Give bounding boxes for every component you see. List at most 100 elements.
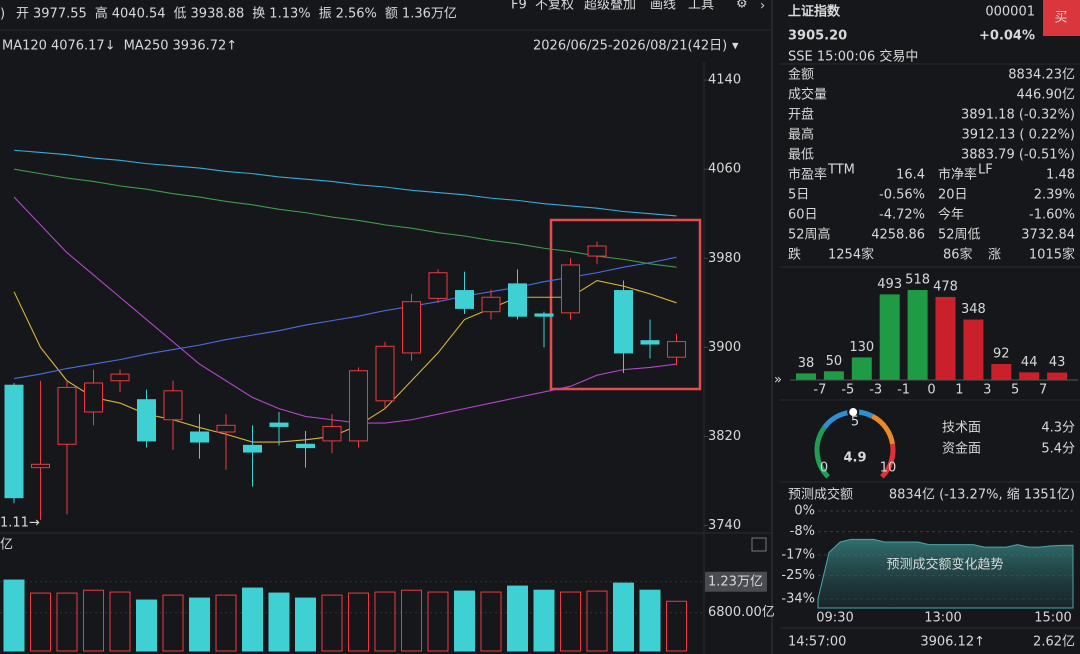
bar-value: 38 [798,356,815,371]
row-value: 3912.13 ( 0.22%) [962,128,1075,143]
candle-body [84,382,103,413]
tick-label-box [705,571,767,592]
distribution-bar [851,357,872,380]
volume-bar [613,582,634,652]
volume-bar [507,585,528,652]
expand-icon[interactable]: » [774,373,782,388]
bar-value: 50 [826,354,843,369]
row-label-sup: TTM [827,163,855,178]
candle-body [587,245,607,257]
bar-value: 43 [1049,355,1066,370]
volume-bar [215,594,237,652]
volume-bar [162,594,184,652]
range-dropdown[interactable]: ▾ [732,39,739,54]
volume-bar [30,592,51,652]
candle-body [561,264,580,314]
gauge-needle [847,406,860,419]
distribution-bar [907,290,928,380]
candle-body [428,272,448,299]
bar-value: 493 [877,277,902,292]
buy-button[interactable] [1043,0,1080,36]
y-tick-label: 3820 [708,429,741,444]
gauge-max: 10 [880,461,897,476]
y-tick-label: 4140 [708,73,741,88]
edge-label: 1 [955,383,963,398]
quote-label: 开 [16,7,29,22]
breadth-label: 跌 [788,247,801,263]
distribution-bar [823,371,844,380]
candle-body [4,384,24,499]
nav-arrow[interactable]: › [760,0,765,14]
quote-label: 高 [95,6,108,22]
volume-bar [321,594,343,652]
bar-value: 44 [1021,355,1038,370]
row-value: 1.48 [1046,168,1075,183]
row-label: 开盘 [788,107,814,123]
index-code: 000001 [985,5,1035,20]
row-label: 市净率 [938,167,977,183]
quote-label: 额 [385,7,398,22]
forecast-label: 预测成交额 [788,487,853,503]
index-name: 上证指数 [788,4,841,20]
low-marker: 1.11→ [0,516,40,531]
menu-item[interactable]: F9 [511,0,527,13]
candle-body [269,422,289,427]
score-label: 资金面 [942,441,981,457]
edge-label: 7 [1039,383,1047,398]
row-label: 市盈率 [788,167,827,183]
candle-body [163,390,183,421]
candle-body [349,370,368,442]
candle-body [455,290,474,309]
volume-unit: 亿 [0,538,13,553]
breadth-value: 1015家 [1029,247,1075,263]
row-value: -1.60% [1029,208,1075,223]
volume-bar [56,592,78,652]
quote-value: 1.13% [269,7,310,22]
menu-item[interactable]: 超级叠加 [584,0,636,13]
distribution-bar [963,319,984,380]
menu-item[interactable]: 工具 [688,0,714,13]
menu-item[interactable]: 画线 [650,0,676,13]
volume-bar [560,591,581,652]
ma-name: MA120 [2,39,47,54]
quote-value: 3938.88 [191,7,245,22]
candle-body [667,341,686,358]
row-label: 52周低 [938,228,981,243]
y-tick-label: 4060 [708,162,741,177]
menu-item[interactable]: 不复权 [535,0,574,13]
gauge-arc [822,409,874,430]
x-tick-label: 09:30 [816,611,853,626]
volume-bar [374,591,396,652]
volume-bar [586,590,608,652]
y-tick-label: 3980 [708,251,741,266]
y-tick-label: -34% [781,591,815,606]
quote-value: 2.56% [336,7,377,22]
change-pct: +0.04% [979,29,1035,44]
forecast-area [817,538,1074,609]
volume-bar [480,591,502,652]
status: SSE 15:00:06 交易中 [788,49,918,65]
row-value: 446.90亿 [1017,88,1076,103]
volume-bar [295,597,316,652]
collapse-icon[interactable] [751,537,767,552]
row-label: 金额 [788,67,814,83]
breadth-value: 86家 [943,247,973,263]
candle-body [296,443,315,449]
row-value: 4258.86 [871,228,925,243]
bar-value: 518 [905,273,930,288]
bar-value: 130 [849,340,874,355]
row-label: 最低 [788,148,814,163]
candle-body [31,463,50,469]
x-tick-label: 15:00 [1034,611,1071,626]
settings-icon[interactable]: ⚙ [736,0,748,12]
candle-body [216,424,236,433]
y-tick-label: -25% [781,568,815,583]
y-tick-label: 0% [794,504,815,519]
y-tick-label: -17% [781,547,815,562]
distribution-bar [796,373,816,380]
tick-price: 3906.12↑ [920,635,985,650]
candle-body [481,296,501,313]
buy-label[interactable]: 买 [1054,11,1067,26]
distribution-bar [1047,372,1068,380]
y-tick-label: 6800.00亿 [708,605,775,620]
